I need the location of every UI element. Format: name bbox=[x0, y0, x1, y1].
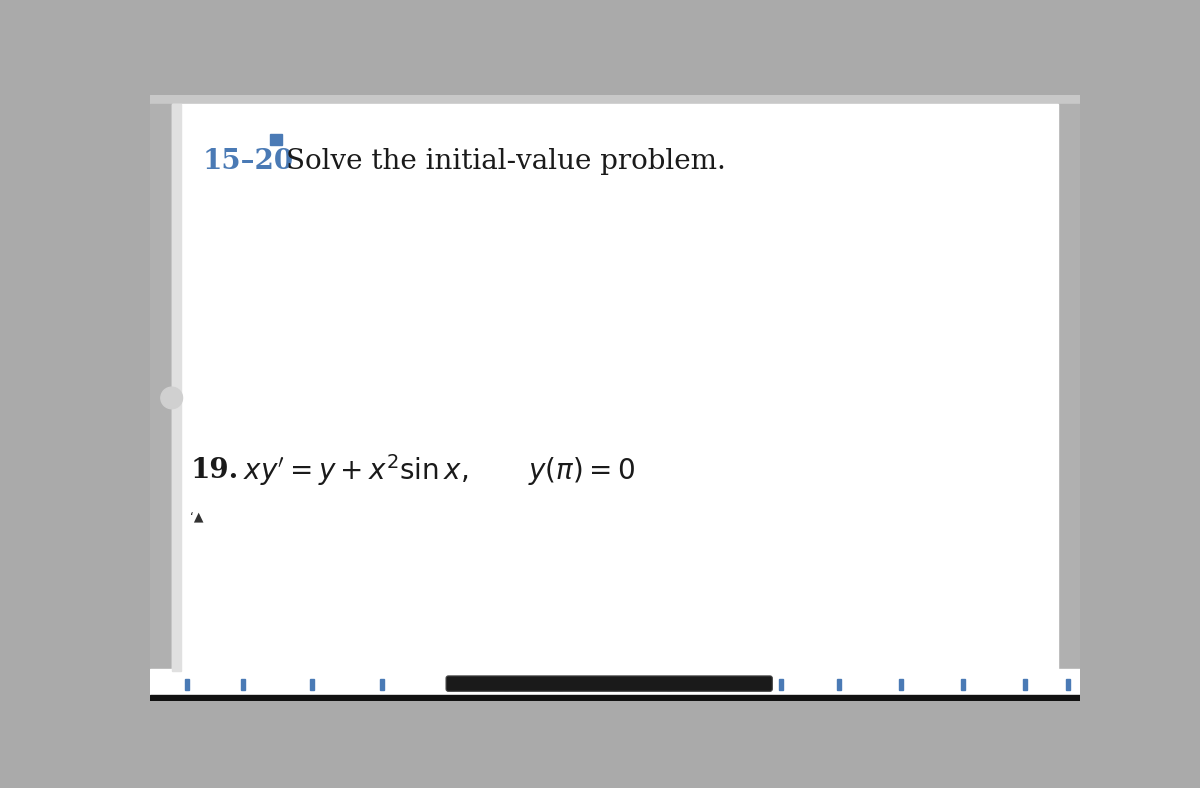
Bar bbox=[185, 679, 188, 690]
Bar bbox=[150, 104, 172, 701]
Text: 19.: 19. bbox=[191, 457, 239, 484]
Bar bbox=[172, 104, 181, 671]
Bar bbox=[1024, 679, 1027, 690]
Bar bbox=[150, 695, 1080, 701]
Bar bbox=[779, 679, 784, 690]
Text: Solve the initial-value problem.: Solve the initial-value problem. bbox=[287, 148, 726, 176]
Bar bbox=[667, 679, 671, 690]
Bar bbox=[150, 95, 1080, 104]
Bar bbox=[1066, 679, 1070, 690]
Bar bbox=[838, 679, 841, 690]
Bar bbox=[725, 679, 728, 690]
Bar bbox=[450, 679, 454, 690]
Text: ‘▲: ‘▲ bbox=[191, 510, 204, 523]
Bar bbox=[380, 679, 384, 690]
Text: $xy' = y + x^2 \sin x, \quad\quad y(\pi) = 0$: $xy' = y + x^2 \sin x, \quad\quad y(\pi)… bbox=[242, 452, 635, 489]
Text: 15–20: 15–20 bbox=[203, 148, 294, 176]
FancyBboxPatch shape bbox=[446, 676, 773, 691]
Circle shape bbox=[161, 387, 182, 409]
Bar bbox=[558, 679, 563, 690]
Bar bbox=[270, 134, 282, 145]
Bar bbox=[961, 679, 965, 690]
Bar bbox=[504, 679, 508, 690]
Bar bbox=[311, 679, 314, 690]
Bar bbox=[1058, 104, 1080, 701]
Bar bbox=[241, 679, 245, 690]
Bar bbox=[150, 669, 1080, 701]
Bar bbox=[900, 679, 904, 690]
Bar bbox=[613, 679, 617, 690]
